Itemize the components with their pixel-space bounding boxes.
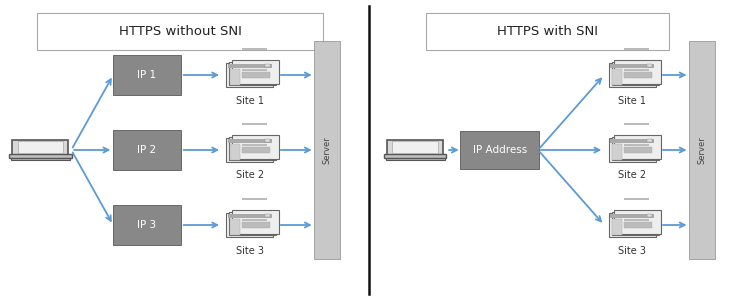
Bar [242, 72, 270, 78]
Text: Server: Server [323, 136, 331, 164]
Bar [242, 124, 267, 125]
FancyBboxPatch shape [226, 63, 273, 87]
Bar [265, 64, 270, 67]
Bar [610, 214, 654, 218]
Text: HTTPS with SNI: HTTPS with SNI [497, 25, 598, 38]
Bar [624, 220, 649, 221]
Bar [242, 144, 267, 146]
FancyBboxPatch shape [113, 130, 181, 170]
FancyBboxPatch shape [229, 137, 276, 160]
Text: Site 2: Site 2 [618, 170, 646, 181]
Text: IP 3: IP 3 [137, 220, 157, 230]
Bar [230, 69, 240, 85]
FancyBboxPatch shape [612, 62, 659, 86]
FancyBboxPatch shape [10, 154, 71, 158]
FancyBboxPatch shape [460, 131, 539, 169]
FancyBboxPatch shape [113, 55, 181, 95]
FancyBboxPatch shape [18, 141, 63, 153]
FancyBboxPatch shape [614, 210, 662, 234]
FancyBboxPatch shape [614, 135, 662, 159]
Bar [610, 64, 654, 68]
Bar [624, 124, 649, 125]
FancyBboxPatch shape [609, 213, 656, 237]
FancyBboxPatch shape [232, 60, 279, 84]
FancyBboxPatch shape [226, 138, 273, 162]
Text: Site 1: Site 1 [618, 95, 646, 106]
FancyBboxPatch shape [229, 212, 276, 236]
Bar [624, 48, 649, 50]
Text: Site 2: Site 2 [236, 170, 264, 181]
Bar [265, 139, 270, 142]
FancyBboxPatch shape [229, 62, 276, 86]
Bar [242, 69, 267, 71]
FancyBboxPatch shape [232, 210, 279, 234]
FancyBboxPatch shape [612, 212, 659, 236]
Text: Site 3: Site 3 [618, 245, 646, 256]
FancyBboxPatch shape [384, 154, 446, 158]
Text: Server: Server [698, 136, 706, 164]
Text: HTTPS without SNI: HTTPS without SNI [118, 25, 242, 38]
FancyBboxPatch shape [11, 158, 70, 160]
FancyBboxPatch shape [37, 13, 323, 50]
Bar [242, 147, 270, 153]
FancyBboxPatch shape [314, 41, 340, 259]
FancyBboxPatch shape [614, 60, 662, 84]
Bar [242, 222, 270, 228]
Bar [624, 144, 649, 146]
Bar [610, 139, 654, 143]
FancyBboxPatch shape [226, 213, 273, 237]
Bar [228, 139, 272, 143]
FancyBboxPatch shape [232, 135, 279, 159]
Bar [265, 214, 270, 217]
Text: Site 1: Site 1 [236, 95, 264, 106]
FancyBboxPatch shape [426, 13, 669, 50]
Bar [230, 219, 240, 235]
FancyBboxPatch shape [689, 41, 715, 259]
Bar [230, 144, 240, 160]
Bar [612, 144, 622, 160]
Bar [647, 214, 652, 217]
Bar [612, 219, 622, 235]
FancyBboxPatch shape [386, 158, 445, 160]
FancyBboxPatch shape [392, 141, 438, 153]
Bar [242, 199, 267, 200]
Bar [242, 220, 267, 221]
Text: Site 3: Site 3 [236, 245, 264, 256]
Text: IP Address: IP Address [473, 145, 527, 155]
Bar [612, 69, 622, 85]
Bar [624, 222, 652, 228]
Bar [228, 214, 272, 218]
Bar [647, 64, 652, 67]
FancyBboxPatch shape [609, 138, 656, 162]
Bar [624, 72, 652, 78]
Bar [624, 199, 649, 200]
Bar [624, 69, 649, 71]
Bar [647, 139, 652, 142]
Bar [242, 48, 267, 50]
Text: IP 2: IP 2 [137, 145, 157, 155]
FancyBboxPatch shape [12, 140, 68, 155]
FancyBboxPatch shape [612, 137, 659, 160]
FancyBboxPatch shape [609, 63, 656, 87]
FancyBboxPatch shape [387, 140, 443, 155]
FancyBboxPatch shape [113, 205, 181, 245]
Text: IP 1: IP 1 [137, 70, 157, 80]
Bar [228, 64, 272, 68]
Bar [624, 147, 652, 153]
